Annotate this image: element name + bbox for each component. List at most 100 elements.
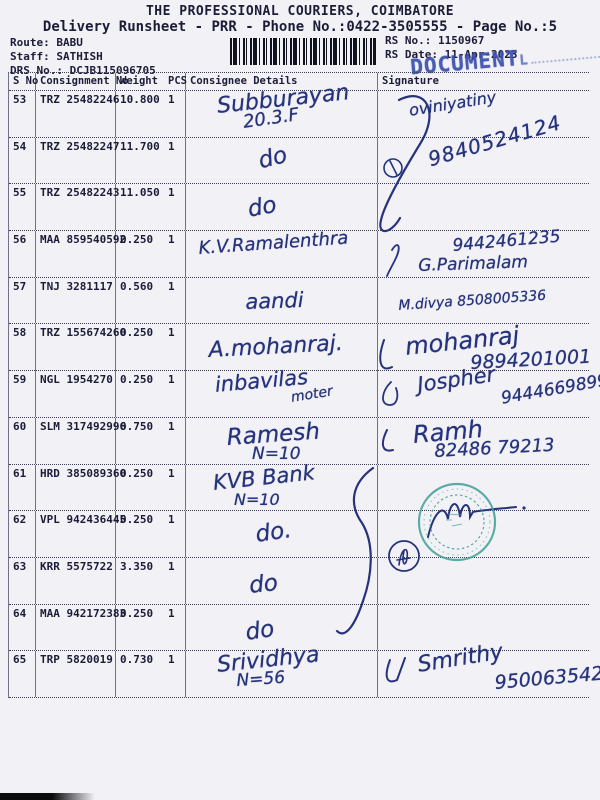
cell-signature <box>378 184 589 230</box>
consignee-handwriting: K.V.Ramalenthra <box>197 227 349 260</box>
barcode <box>230 38 376 65</box>
cell-weight: 10.800 <box>120 93 160 106</box>
consignee-handwriting: do <box>247 569 280 599</box>
cell-consignment: TRZ 155674260 <box>36 324 126 374</box>
cell-consignment: KRR 5575722 <box>36 557 116 604</box>
drs-line: DRS No.: DCJB115096705 <box>10 64 156 77</box>
cell-consignee: Srividhya N=56 <box>186 643 378 697</box>
stamp-tail: L <box>518 52 530 69</box>
cell-consignee: A.mohanraj. <box>186 324 378 374</box>
table-row: 59 NGL 1954270 0.250 1 inbavilas moter Jospher… <box>9 362 600 418</box>
cell-signature: 9442461235 G.Parimalam <box>378 227 589 277</box>
cell-sno: 53 <box>9 91 36 137</box>
table-row: 55 TRZ 25482243 11.050 1 do <box>9 184 589 232</box>
table-header-row: S No Consignment No Weight PCS Consignee… <box>9 73 589 91</box>
table-row: 63 KRR 5575722 3.350 1 do <box>9 557 589 605</box>
cell-sno: 62 <box>9 511 36 557</box>
cell-weight: 0.560 <box>120 279 154 293</box>
cell-weight: 0.250 <box>120 373 154 387</box>
col-header-consignment: Consignment No <box>36 73 129 90</box>
cell-consignment: TRZ 25482243 <box>36 184 119 231</box>
cell-sno: 64 <box>9 604 36 651</box>
cell-consignment: TRZ 25482246 <box>36 91 119 137</box>
table-row: 65 TRP 5820019 0.730 1 Srividhya N=56 Smrithy 9… <box>9 640 600 698</box>
cell-pcs: 1 <box>160 184 186 231</box>
cell-pcs: 1 <box>160 557 186 604</box>
cell-consignee: inbavilas moter <box>186 365 378 417</box>
table-row: 61 HRD 385089360 0.250 1 KVB Bank N=10 <box>9 460 589 512</box>
table-row: 57 TNJ 3281117 0.560 1 aandi M.divya 85080053… <box>9 277 589 325</box>
cell-sno: 55 <box>9 184 36 231</box>
cell-consignee: do. <box>186 511 378 557</box>
table-row: 64 MAA 942172383 0.250 1 do <box>9 604 589 652</box>
cell-weight: 0.730 <box>120 653 154 667</box>
signature-handwriting: 9500635428 <box>493 661 600 695</box>
cell-signature <box>378 511 589 557</box>
cell-weight: 0.250 <box>120 233 154 247</box>
cell-consignee: do <box>186 184 378 231</box>
cell-pcs: 1 <box>160 371 186 417</box>
cell-pcs: 1 <box>160 464 186 511</box>
cell-consignee: aandi <box>186 277 378 324</box>
cell-pcs: 1 <box>160 511 186 557</box>
stamp-tail-line <box>530 49 600 64</box>
cell-pcs: 1 <box>160 277 186 324</box>
cell-sno: 58 <box>9 324 36 374</box>
cell-signature: Smrithy 9500635428 <box>378 640 600 697</box>
signature-handwriting: G.Parimalam <box>417 252 529 276</box>
cell-consignee: Subburayan 20.3.F <box>186 80 378 137</box>
runsheet-subtitle: Delivery Runsheet - PRR - Phone No.:0422… <box>42 19 558 35</box>
cell-consignment: HRD 385089360 <box>36 464 126 511</box>
cell-pcs: 1 <box>160 231 186 277</box>
cell-consignee: K.V.Ramalenthra <box>186 227 378 277</box>
cell-sno: 65 <box>9 651 36 697</box>
cell-consignment: NGL 1954270 <box>36 371 116 417</box>
cell-signature <box>378 558 589 604</box>
cell-pcs: 1 <box>160 417 186 464</box>
col-header-pcs: PCS <box>160 73 187 90</box>
cell-sno: 59 <box>9 371 36 417</box>
cell-weight: 11.700 <box>120 139 160 153</box>
consignee-handwriting: N=10 <box>234 489 280 509</box>
cell-weight: 0.750 <box>120 419 154 433</box>
table-row: 60 SLM 317492996 0.750 1 Ramesh N=10 Ramh 82486… <box>9 415 589 465</box>
cell-sno: 63 <box>9 557 36 604</box>
cell-signature: Ramh 82486 79213 <box>378 415 589 464</box>
cell-consignment: TRP 5820019 <box>36 651 116 697</box>
cell-sno: 56 <box>9 231 36 277</box>
cell-weight: 11.050 <box>120 186 160 200</box>
rs-date-line: RS Date: 11-Apr-2023 <box>385 48 518 61</box>
cell-sno: 54 <box>9 137 36 184</box>
cell-consignment: VPL 942436445 <box>36 511 126 557</box>
cell-sno: 60 <box>9 417 36 464</box>
cell-consignee: Ramesh N=10 <box>186 417 378 464</box>
consignee-handwriting: N=10 <box>252 443 301 464</box>
consignee-handwriting: aandi <box>244 287 304 314</box>
cell-consignee: do <box>186 604 378 651</box>
cell-consignment: SLM 317492996 <box>36 417 126 464</box>
cell-pcs: 1 <box>160 604 186 651</box>
table-row: 56 MAA 859540592 0.250 1 K.V.Ramalenthra 9442… <box>9 227 589 278</box>
cell-weight: 0.250 <box>120 513 154 527</box>
col-header-weight: Weight <box>120 75 158 87</box>
cell-consignee: KVB Bank N=10 <box>186 460 378 511</box>
cell-weight: 0.250 <box>120 606 154 620</box>
table-row: 54 TRZ 25482247 11.700 1 do <box>9 137 589 185</box>
cell-weight: 0.250 <box>120 326 154 340</box>
runsheet-table: S No Consignment No Weight PCS Consignee… <box>8 72 600 698</box>
col-header-signature: Signature <box>382 75 439 87</box>
cell-pcs: 1 <box>160 651 186 697</box>
consignee-handwriting: A.mohanraj. <box>207 331 344 364</box>
cell-pcs: 1 <box>160 91 186 137</box>
route-line: Route: BABU <box>10 36 83 49</box>
table-row: 53 TRZ 25482246 10.800 1 Subburayan 20.3.F <box>9 80 589 138</box>
cell-consignee: do <box>186 137 378 184</box>
consignee-handwriting: Ramesh <box>225 418 321 451</box>
cell-consignment: TNJ 3281117 <box>36 277 116 324</box>
cell-consignment: TRZ 25482247 <box>36 137 119 184</box>
cell-weight: 3.350 <box>120 559 154 573</box>
rs-info-block: RS No.: 1150967 RS Date: 11-Apr-2023 <box>385 34 517 62</box>
cell-sno: 57 <box>9 277 36 324</box>
cell-sno: 61 <box>9 464 36 511</box>
